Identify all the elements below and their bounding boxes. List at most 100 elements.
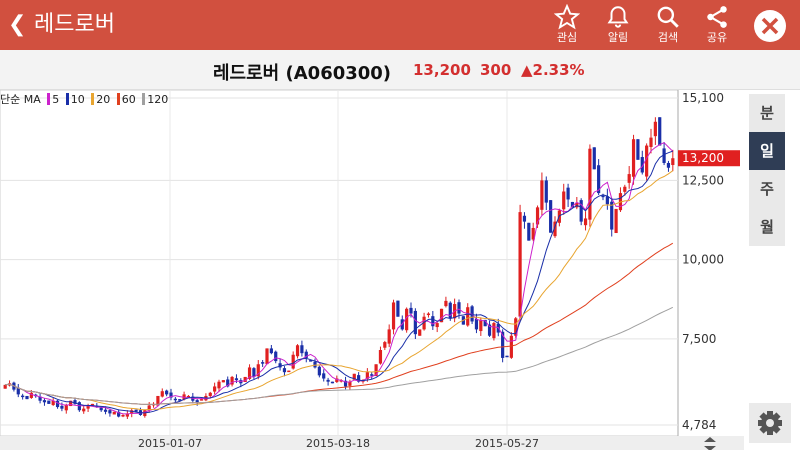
candle-body	[282, 368, 287, 373]
candlestick-chart[interactable]: 15,100 12,500 10,000 7,500 4,784 2015-01-07 20…	[0, 90, 744, 450]
candle-body	[658, 117, 662, 146]
candle-body	[444, 300, 448, 307]
candle-body	[640, 157, 644, 173]
candle-body	[326, 379, 330, 382]
candle-body	[309, 360, 313, 362]
stock-name: 레드로버 (A060300)	[213, 63, 392, 84]
candle-body	[627, 174, 631, 183]
candle-body	[435, 323, 439, 328]
candle-body	[230, 376, 234, 385]
stock-price: 13,200	[413, 61, 471, 79]
period-day-button[interactable]: 일	[749, 132, 785, 170]
candle-body	[130, 410, 134, 414]
candle-body	[522, 215, 527, 222]
ma5-swatch	[47, 93, 51, 105]
x-axis-band	[0, 436, 744, 450]
ma20-line	[5, 170, 674, 411]
ma120-swatch	[142, 93, 146, 105]
candle-body	[487, 324, 492, 336]
candle-body	[55, 400, 60, 408]
candle-body	[173, 398, 177, 401]
candle-body	[291, 354, 295, 369]
candle-body	[566, 187, 570, 200]
app-title: 레드로버	[34, 12, 115, 37]
x-tick-label: 2015-05-27	[475, 437, 539, 450]
candle-body	[653, 121, 657, 137]
candle-body	[357, 375, 361, 382]
candle-body	[265, 348, 269, 365]
candle-body	[370, 374, 374, 376]
candle-body	[374, 364, 378, 377]
candle-body	[178, 399, 182, 401]
candle-body	[42, 400, 47, 403]
candle-body	[666, 162, 671, 168]
back-icon[interactable]: ❮	[8, 12, 27, 37]
candle-body	[29, 392, 33, 398]
candle-body	[422, 316, 426, 330]
candle-body	[492, 323, 496, 339]
candle-body	[505, 355, 509, 358]
candle-body	[514, 318, 518, 336]
candle-body	[409, 307, 413, 314]
candle-body	[217, 381, 221, 389]
ma120-label: 120	[147, 92, 169, 106]
candle-body	[86, 405, 90, 409]
share-icon	[707, 6, 727, 28]
candle-body	[531, 227, 535, 240]
period-minute-button[interactable]: 분	[749, 94, 785, 132]
candle-body	[405, 308, 409, 331]
close-icon[interactable]	[752, 8, 788, 44]
candle-body	[396, 300, 400, 317]
alert-button[interactable]: 알림	[598, 4, 638, 48]
y-tick-label: 12,500	[682, 173, 724, 187]
candle-body	[413, 310, 417, 335]
candle-body	[304, 351, 308, 358]
candle-body	[269, 348, 273, 354]
candle-body	[16, 387, 20, 395]
candle-body	[199, 399, 204, 401]
share-button[interactable]: 공유	[697, 4, 737, 48]
candle-body	[601, 195, 605, 198]
period-month-button[interactable]: 월	[749, 208, 785, 246]
candle-body	[221, 380, 225, 383]
candle-body	[631, 139, 636, 177]
candle-body	[592, 147, 596, 170]
ma5-line	[5, 142, 674, 415]
candle-body	[597, 165, 601, 194]
candle-body	[583, 218, 588, 226]
candle-body	[343, 380, 348, 387]
candle-body	[605, 196, 609, 205]
candle-body	[108, 410, 112, 414]
settings-button[interactable]	[749, 403, 791, 443]
search-button[interactable]: 검색	[648, 4, 688, 48]
candle-body	[544, 180, 548, 203]
candle-body	[38, 396, 42, 401]
candle-body	[147, 405, 151, 411]
candle-body	[3, 384, 7, 389]
candle-body	[121, 414, 125, 417]
candle-body	[243, 376, 247, 382]
favorite-button[interactable]: 관심	[547, 4, 587, 48]
candle-body	[636, 139, 640, 160]
candle-body	[195, 400, 199, 403]
alert-label: 알림	[607, 31, 629, 44]
period-week-button[interactable]: 주	[749, 170, 785, 208]
candle-body	[64, 405, 68, 411]
candle-body	[25, 395, 29, 400]
candle-body	[509, 335, 513, 358]
candle-body	[60, 405, 64, 409]
candle-body	[483, 319, 487, 327]
candle-body	[51, 400, 55, 406]
candle-body	[213, 386, 217, 392]
candle-body	[553, 221, 557, 237]
candle-body	[287, 370, 291, 373]
candle-body	[261, 362, 265, 364]
candle-body	[134, 409, 138, 412]
candle-body	[47, 400, 51, 404]
candle-body	[295, 345, 300, 357]
ma-legend: 단순 MA 5 10 20 60 120	[0, 91, 168, 107]
candle-body	[549, 200, 553, 233]
candle-body	[466, 307, 470, 326]
ma-legend-prefix: 단순 MA	[0, 93, 41, 106]
candle-body	[186, 395, 191, 398]
